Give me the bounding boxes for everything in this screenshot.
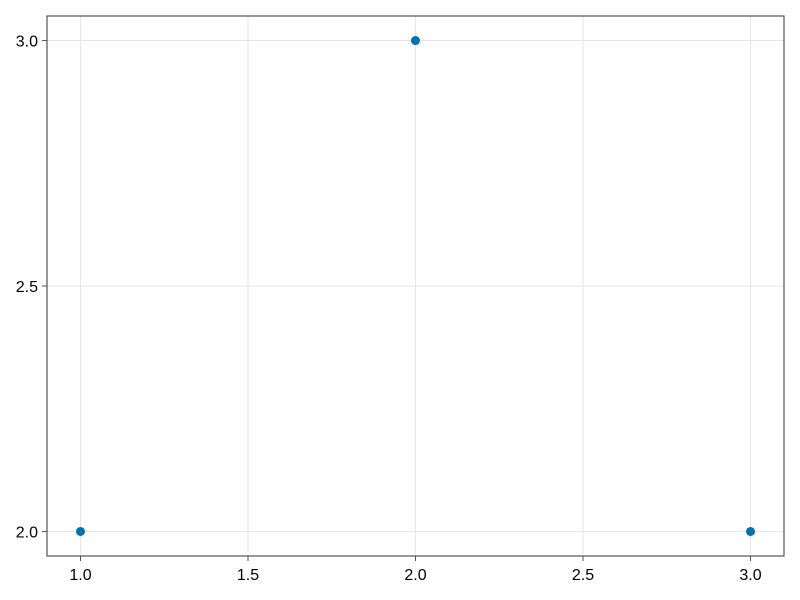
data-point — [76, 526, 85, 536]
data-point — [411, 36, 420, 46]
x-axis: 1.0 1.5 2.0 2.5 3.0 — [69, 556, 762, 584]
grid — [47, 16, 784, 556]
x-tick-label: 1.5 — [237, 567, 259, 584]
x-tick-label: 1.0 — [69, 567, 91, 584]
data-point — [746, 526, 755, 536]
y-tick-label: 3.0 — [16, 34, 38, 51]
y-axis: 2.0 2.5 3.0 — [16, 34, 47, 541]
x-tick-label: 2.5 — [572, 567, 594, 584]
x-tick-label: 2.0 — [404, 567, 426, 584]
y-tick-label: 2.5 — [16, 279, 38, 296]
y-tick-label: 2.0 — [16, 524, 38, 541]
data-points — [76, 36, 755, 536]
x-tick-label: 3.0 — [739, 567, 761, 584]
